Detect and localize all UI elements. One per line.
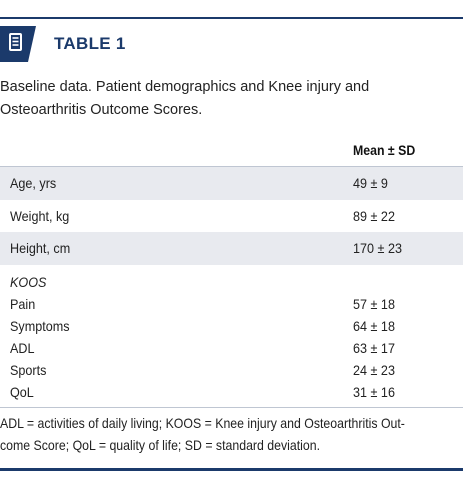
group-item-value: 31 ± 16 xyxy=(353,384,395,400)
row-value: 49 ± 9 xyxy=(353,175,388,191)
top-rule xyxy=(0,17,463,19)
koos-group: KOOS Pain 57 ± 18 Symptoms 64 ± 18 ADL 6… xyxy=(0,265,463,405)
row-label: Age, yrs xyxy=(10,175,57,191)
row-label: Height, cm xyxy=(10,240,71,256)
header-rule xyxy=(0,166,463,167)
table-footnote: ADL = activities of daily living; KOOS =… xyxy=(0,412,440,456)
group-item-label: QoL xyxy=(10,384,34,400)
table-label: TABLE 1 xyxy=(54,34,126,53)
group-title: KOOS xyxy=(10,274,47,290)
row-label: Weight, kg xyxy=(10,208,70,224)
table-row: Age, yrs 49 ± 9 xyxy=(0,167,463,200)
column-header-mean-sd: Mean ± SD xyxy=(353,142,416,158)
group-item-value: 64 ± 18 xyxy=(353,318,395,334)
document-list-icon xyxy=(0,26,36,62)
table-row: Weight, kg 89 ± 22 xyxy=(0,200,463,233)
group-item-value: 24 ± 23 xyxy=(353,362,395,378)
group-item-label: Pain xyxy=(10,296,36,312)
group-item-label: Symptoms xyxy=(10,318,70,334)
row-value: 89 ± 22 xyxy=(353,208,395,224)
table-caption: Baseline data. Patient demographics and … xyxy=(0,79,370,118)
bottom-rule xyxy=(0,468,463,471)
group-item-value: 63 ± 17 xyxy=(353,340,395,356)
group-item-value: 57 ± 18 xyxy=(353,296,395,312)
row-value: 170 ± 23 xyxy=(353,240,402,256)
footnote-line: come Score; QoL = quality of life; SD = … xyxy=(0,437,321,453)
group-item-label: ADL xyxy=(10,340,35,356)
table-header: TABLE 1 xyxy=(0,26,463,62)
group-item-label: Sports xyxy=(10,362,47,378)
footnote-line: ADL = activities of daily living; KOOS =… xyxy=(0,415,405,431)
footer-rule xyxy=(0,407,463,408)
table-row: Height, cm 170 ± 23 xyxy=(0,232,463,265)
